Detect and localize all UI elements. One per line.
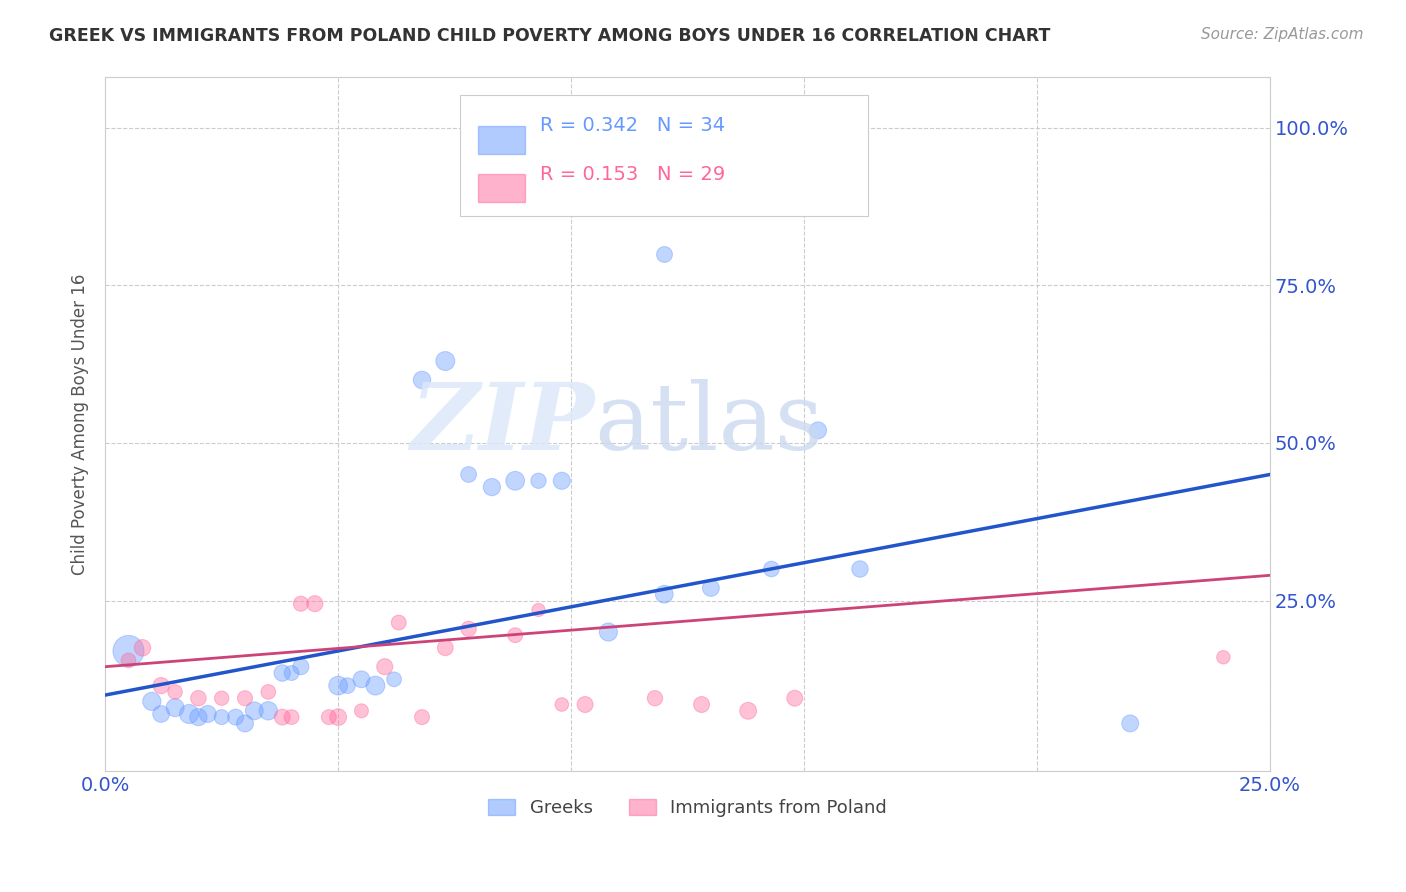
Legend: Greeks, Immigrants from Poland: Greeks, Immigrants from Poland: [481, 791, 894, 824]
Point: [271, 665, 294, 680]
Point: [280, 665, 302, 680]
Point: [652, 247, 675, 261]
Point: [328, 679, 350, 693]
Point: [318, 710, 340, 724]
Point: [761, 120, 783, 135]
Point: [574, 698, 596, 712]
Point: [290, 597, 312, 611]
Text: atlas: atlas: [595, 379, 824, 469]
Point: [434, 354, 457, 368]
Point: [177, 706, 200, 721]
Point: [700, 581, 723, 595]
Point: [290, 659, 312, 673]
Text: R = 0.153   N = 29: R = 0.153 N = 29: [540, 165, 725, 184]
Point: [527, 603, 550, 617]
FancyBboxPatch shape: [460, 95, 868, 216]
Point: [350, 704, 373, 718]
Point: [257, 704, 280, 718]
Point: [783, 691, 806, 706]
Point: [211, 710, 233, 724]
Point: [652, 587, 675, 601]
Point: [364, 679, 387, 693]
Point: [165, 685, 187, 699]
Text: Source: ZipAtlas.com: Source: ZipAtlas.com: [1201, 27, 1364, 42]
Point: [411, 710, 433, 724]
Point: [737, 704, 759, 718]
Point: [551, 474, 574, 488]
Point: [382, 673, 405, 687]
Point: [388, 615, 411, 630]
Point: [503, 628, 526, 642]
Point: [187, 710, 209, 724]
Point: [527, 474, 550, 488]
Point: [131, 640, 153, 655]
Point: [434, 640, 457, 655]
FancyBboxPatch shape: [478, 175, 524, 202]
Point: [328, 710, 350, 724]
Point: [336, 679, 359, 693]
Point: [481, 480, 503, 494]
Point: [150, 706, 173, 721]
Text: GREEK VS IMMIGRANTS FROM POLAND CHILD POVERTY AMONG BOYS UNDER 16 CORRELATION CH: GREEK VS IMMIGRANTS FROM POLAND CHILD PO…: [49, 27, 1050, 45]
Point: [761, 562, 783, 576]
Point: [807, 423, 830, 437]
Point: [211, 691, 233, 706]
Point: [849, 562, 872, 576]
Point: [150, 679, 173, 693]
Point: [141, 694, 163, 708]
Point: [457, 622, 479, 636]
Point: [117, 653, 139, 667]
Point: [411, 373, 433, 387]
Point: [598, 625, 620, 640]
Point: [165, 700, 187, 714]
Point: [225, 710, 247, 724]
Point: [304, 597, 326, 611]
Y-axis label: Child Poverty Among Boys Under 16: Child Poverty Among Boys Under 16: [72, 273, 89, 574]
Point: [257, 685, 280, 699]
Point: [551, 698, 574, 712]
Point: [187, 691, 209, 706]
Point: [1119, 716, 1142, 731]
Point: [644, 691, 666, 706]
Point: [690, 698, 713, 712]
Point: [197, 706, 219, 721]
Point: [117, 644, 139, 658]
Point: [350, 673, 373, 687]
Point: [233, 716, 256, 731]
Point: [243, 704, 266, 718]
Point: [1212, 650, 1234, 665]
Point: [503, 474, 526, 488]
Point: [271, 710, 294, 724]
Text: R = 0.342   N = 34: R = 0.342 N = 34: [540, 117, 724, 136]
Point: [457, 467, 479, 482]
Point: [233, 691, 256, 706]
Point: [280, 710, 302, 724]
Text: ZIP: ZIP: [411, 379, 595, 469]
Point: [374, 659, 396, 673]
FancyBboxPatch shape: [478, 126, 524, 153]
